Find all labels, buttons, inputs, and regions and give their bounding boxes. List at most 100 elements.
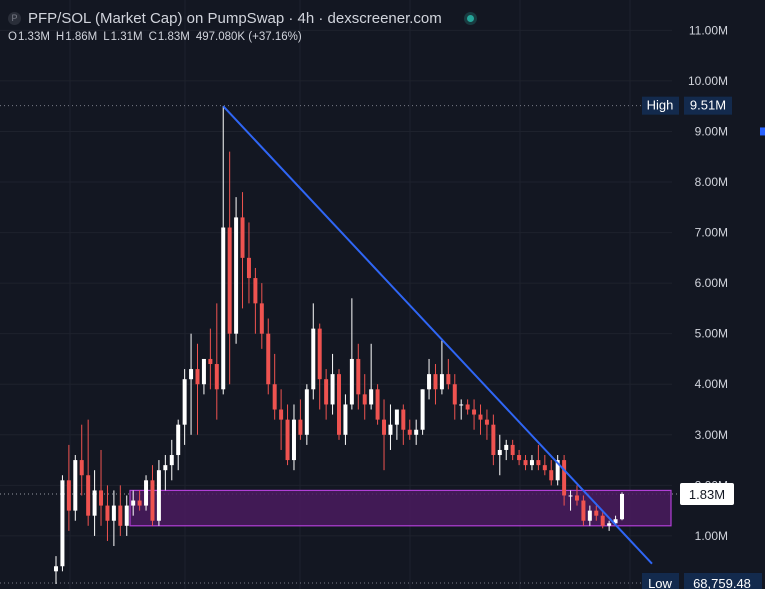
candle-body[interactable] <box>459 404 464 406</box>
candle-body[interactable] <box>291 419 296 461</box>
candle-body[interactable] <box>369 389 374 405</box>
candle-body[interactable] <box>214 364 219 390</box>
candle-body[interactable] <box>407 429 412 435</box>
candle-body[interactable] <box>99 490 104 506</box>
ohlc-open: O 1.33M <box>8 31 50 43</box>
candle-body[interactable] <box>529 460 534 466</box>
candle-body[interactable] <box>356 358 361 395</box>
candle-body[interactable] <box>208 358 213 365</box>
candle-body[interactable] <box>349 358 354 405</box>
candle-body[interactable] <box>163 465 168 471</box>
low-value-badge <box>684 572 762 589</box>
candle-body[interactable] <box>253 278 258 304</box>
candle-body[interactable] <box>491 424 496 456</box>
candle-body[interactable] <box>66 480 71 511</box>
candle-body[interactable] <box>472 409 477 415</box>
candle-body[interactable] <box>465 404 470 410</box>
candle-body[interactable] <box>105 505 110 521</box>
candle-body[interactable] <box>266 333 271 385</box>
candle-body[interactable] <box>562 460 567 496</box>
candle-body[interactable] <box>201 358 206 385</box>
candle-body[interactable] <box>517 455 522 461</box>
candle-body[interactable] <box>414 429 419 435</box>
candle-body[interactable] <box>574 495 579 501</box>
candle-body[interactable] <box>176 424 181 456</box>
candle-body[interactable] <box>420 389 425 430</box>
candle-body[interactable] <box>272 384 277 410</box>
candle-body[interactable] <box>92 490 97 516</box>
candle-body[interactable] <box>388 424 393 435</box>
candle-body[interactable] <box>427 374 432 390</box>
candle-body[interactable] <box>446 374 451 385</box>
candle-body[interactable] <box>86 475 91 516</box>
candle-body[interactable] <box>549 470 554 481</box>
live-status-icon <box>466 14 474 22</box>
candle-body[interactable] <box>478 414 483 420</box>
candle-body[interactable] <box>150 480 155 521</box>
candle-body[interactable] <box>221 227 226 390</box>
candle-body[interactable] <box>555 460 560 481</box>
candle-body[interactable] <box>118 505 123 526</box>
candle-body[interactable] <box>189 369 194 380</box>
candle-body[interactable] <box>382 419 387 435</box>
y-tick-label: 4.00M <box>695 377 728 391</box>
candle-body[interactable] <box>195 369 200 385</box>
candle-body[interactable] <box>317 328 322 380</box>
candle-body[interactable] <box>568 495 573 497</box>
candle-body[interactable] <box>79 460 84 476</box>
y-tick-label: 3.00M <box>695 428 728 442</box>
candle-body[interactable] <box>60 480 65 567</box>
candle-body[interactable] <box>510 444 515 456</box>
candle-body[interactable] <box>607 523 612 526</box>
candle-body[interactable] <box>394 409 399 425</box>
candle-body[interactable] <box>182 379 187 425</box>
candle-body[interactable] <box>536 460 541 466</box>
ohlc-high: H 1.86M <box>55 31 98 43</box>
candle-body[interactable] <box>542 465 547 471</box>
descending-trendline[interactable] <box>222 105 653 565</box>
candle-body[interactable] <box>304 389 309 435</box>
candle-body[interactable] <box>54 566 58 572</box>
candle-body[interactable] <box>227 227 232 334</box>
candle-body[interactable] <box>613 519 618 524</box>
y-tick-label: 11.00M <box>689 23 728 37</box>
candle-body[interactable] <box>111 505 116 521</box>
candle-body[interactable] <box>620 493 624 520</box>
candle-body[interactable] <box>484 419 489 425</box>
candle-body[interactable] <box>581 500 586 521</box>
candle-body[interactable] <box>337 374 341 435</box>
candle-body[interactable] <box>439 374 444 390</box>
candle-body[interactable] <box>452 384 457 405</box>
support-zone[interactable] <box>129 489 672 527</box>
candle-body[interactable] <box>144 480 149 506</box>
candle-body[interactable] <box>594 510 599 516</box>
candle-body[interactable] <box>240 217 245 258</box>
high-label-badge <box>642 96 679 115</box>
candle-body[interactable] <box>285 419 290 461</box>
candle-body[interactable] <box>504 444 509 450</box>
candle-body[interactable] <box>311 328 316 390</box>
candle-body[interactable] <box>362 394 367 405</box>
candle-body[interactable] <box>234 217 239 334</box>
candle-body[interactable] <box>433 374 438 390</box>
candle-body[interactable] <box>401 409 406 430</box>
candle-body[interactable] <box>131 500 136 506</box>
candle-body[interactable] <box>343 404 348 435</box>
candle-body[interactable] <box>73 460 78 511</box>
candle-body[interactable] <box>497 449 502 456</box>
candle-body[interactable] <box>600 515 605 526</box>
candle-body[interactable] <box>259 303 264 334</box>
candle-body[interactable] <box>587 510 592 521</box>
candle-body[interactable] <box>324 379 329 405</box>
candle-body[interactable] <box>375 389 380 420</box>
candle-body[interactable] <box>137 500 142 506</box>
candle-body[interactable] <box>279 409 284 420</box>
candle-body[interactable] <box>156 470 161 521</box>
candle-body[interactable] <box>330 374 335 405</box>
candle-body[interactable] <box>169 455 174 466</box>
candle-body[interactable] <box>124 505 129 526</box>
candle-body[interactable] <box>298 419 303 435</box>
candle-body[interactable] <box>246 257 251 279</box>
candle-body[interactable] <box>523 460 528 466</box>
